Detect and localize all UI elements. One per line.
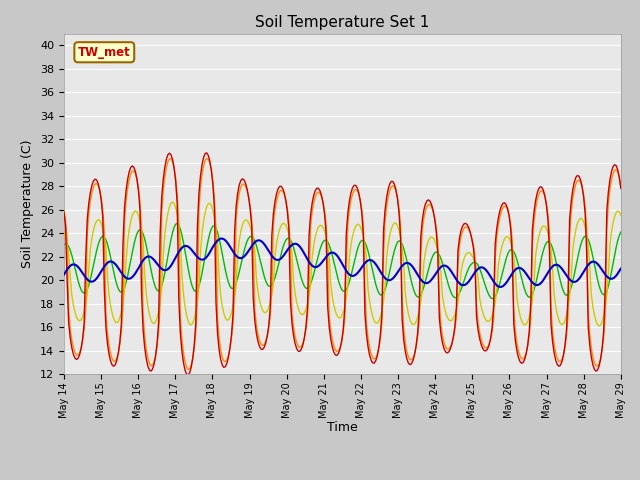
SoilT1_08 [617,212,625,218]
Title: Soil Temperature Set 1: Soil Temperature Set 1 [255,15,429,30]
SoilT1_08 [595,323,603,329]
Line: SoilT1_02: SoilT1_02 [64,153,621,375]
SoilT1_16 [255,254,263,260]
SoilT1_04 [589,354,596,360]
SoilT1_08 [169,199,177,205]
SoilT1_04 [617,183,625,189]
SoilT1_16 [305,284,313,290]
SoilT1_02 [129,163,136,169]
SoilT1_32 [589,259,596,264]
SoilT1_16 [129,250,136,255]
SoilT1_08 [246,224,254,229]
Line: SoilT1_16: SoilT1_16 [64,224,621,299]
X-axis label: Time: Time [327,420,358,434]
SoilT1_04 [307,223,314,228]
SoilT1_02 [617,186,625,192]
SoilT1_32 [617,266,625,272]
Line: SoilT1_08: SoilT1_08 [64,202,621,326]
Line: SoilT1_04: SoilT1_04 [64,158,621,370]
SoilT1_04 [203,156,211,161]
SoilT1_02 [257,346,265,352]
SoilT1_32 [129,274,136,280]
SoilT1_02 [203,150,211,156]
SoilT1_08 [588,292,595,298]
SoilT1_16 [617,229,625,235]
SoilT1_02 [248,223,255,229]
SoilT1_04 [129,168,136,174]
SoilT1_08 [255,297,263,302]
SoilT1_02 [184,372,192,378]
Y-axis label: Soil Temperature (C): Soil Temperature (C) [22,140,35,268]
SoilT1_32 [305,259,313,265]
SoilT1_32 [218,236,226,241]
SoilT1_16 [228,286,236,291]
SoilT1_16 [173,221,181,227]
SoilT1_08 [60,230,68,236]
Legend: SoilT1_02, SoilT1_04, SoilT1_08, SoilT1_16, SoilT1_32: SoilT1_02, SoilT1_04, SoilT1_08, SoilT1_… [104,479,581,480]
Line: SoilT1_32: SoilT1_32 [64,239,621,287]
SoilT1_32 [228,246,236,252]
SoilT1_32 [496,284,504,290]
SoilT1_04 [257,341,265,347]
SoilT1_02 [307,212,314,217]
SoilT1_04 [229,320,237,325]
SoilT1_16 [589,254,596,260]
SoilT1_02 [589,362,596,368]
SoilT1_16 [488,296,496,301]
SoilT1_08 [129,213,136,218]
SoilT1_04 [184,367,192,372]
SoilT1_04 [248,216,255,221]
SoilT1_16 [246,234,254,240]
SoilT1_08 [228,310,236,316]
SoilT1_08 [305,293,313,299]
SoilT1_32 [255,238,263,243]
SoilT1_32 [246,246,254,252]
Text: TW_met: TW_met [78,46,131,59]
SoilT1_02 [229,311,237,317]
SoilT1_16 [60,242,68,248]
SoilT1_32 [60,272,68,277]
SoilT1_02 [60,209,68,215]
SoilT1_04 [60,207,68,213]
